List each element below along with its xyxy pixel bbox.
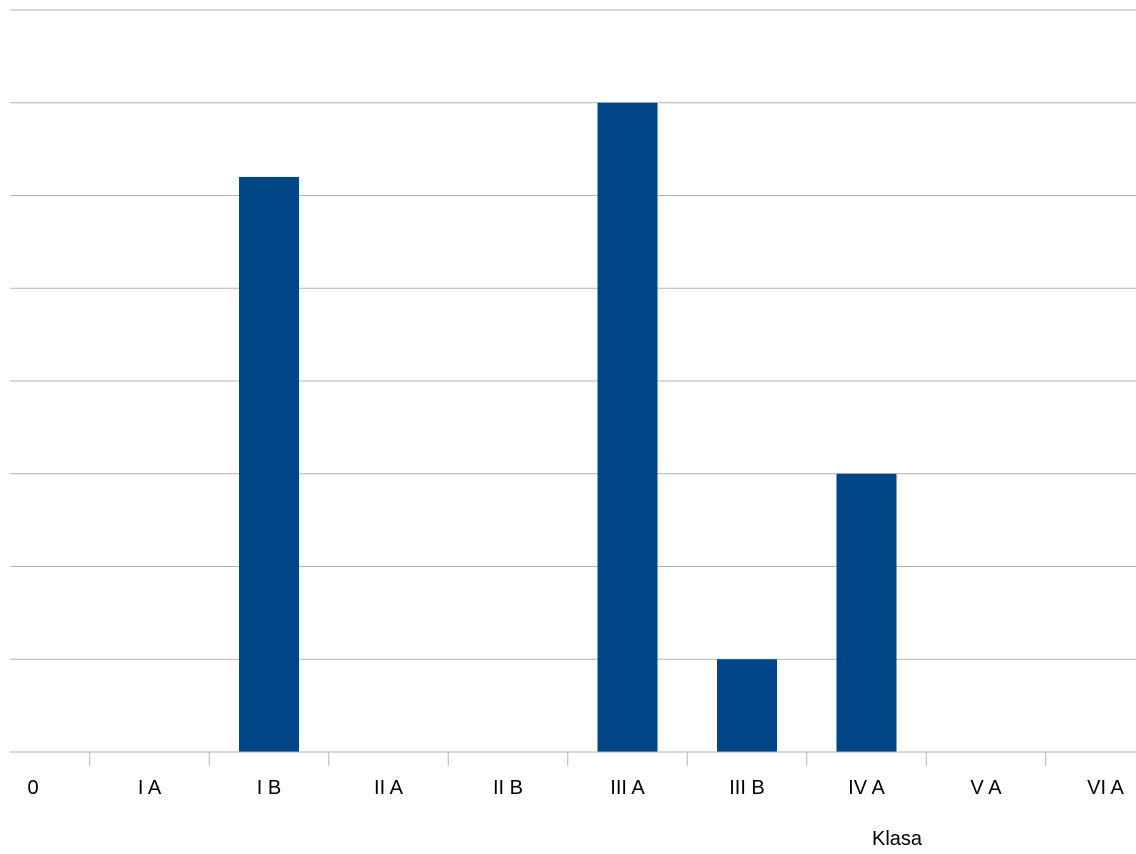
x-tick-label: I B — [257, 777, 281, 799]
x-tick-labels: 0 I A I B II A II B III A III B IV A V A VI A — [27, 777, 1124, 799]
x-tick-label: III B — [729, 777, 765, 799]
gridlines — [10, 9, 1136, 660]
x-tick-label: IV A — [848, 777, 885, 799]
x-axis-title: Klasa — [872, 828, 923, 850]
x-tick-label: I A — [138, 777, 162, 799]
x-tick-label: 0 — [27, 777, 38, 799]
x-tick-label: V A — [970, 777, 1002, 799]
bar-iii-a — [597, 102, 658, 752]
x-axis — [10, 751, 1136, 766]
bar-iv-a — [836, 473, 897, 752]
x-tick-label: III A — [610, 777, 645, 799]
x-tick-label: VI A — [1087, 777, 1124, 799]
x-tick-label: II A — [374, 777, 404, 799]
bar-i-b — [239, 176, 299, 752]
bars — [239, 102, 897, 752]
x-tick-label: II B — [493, 777, 523, 799]
bar-iii-b — [717, 659, 777, 752]
